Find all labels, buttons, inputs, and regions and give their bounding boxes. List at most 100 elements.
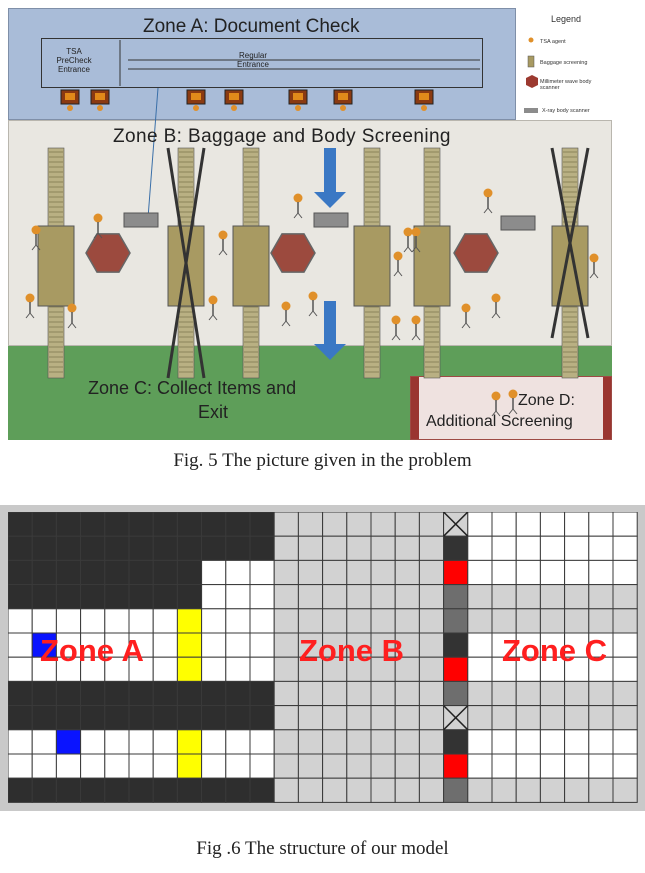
grid-cell [297, 705, 324, 731]
grid-cell [55, 705, 82, 731]
grid-cell [515, 512, 541, 537]
grid-cell [370, 512, 396, 537]
grid-cell [588, 753, 614, 779]
grid-cell [273, 608, 299, 634]
grid-cell [418, 535, 445, 561]
grid-cell [322, 608, 348, 634]
grid-cell [225, 512, 251, 537]
grid-cell [104, 632, 130, 658]
tsa-agent-leg [25, 312, 31, 319]
grid-cell [80, 632, 106, 658]
tsa-agent-icon [411, 315, 421, 325]
zone-d-right-wall [603, 377, 611, 439]
grid-cell [201, 632, 227, 658]
grid-cell [176, 632, 203, 658]
grid-cell [249, 535, 275, 561]
legend-millimeter-icon [526, 75, 538, 88]
grid-cell [273, 777, 299, 803]
grid-cell [322, 632, 348, 658]
grid-cell [176, 608, 203, 634]
grid-cell [346, 705, 372, 731]
grid-cell [418, 559, 445, 586]
zone-a-title: Zone A: Document Check [143, 16, 360, 37]
grid-cell [588, 512, 614, 537]
baggage-scanner-box [37, 225, 75, 307]
grid-cell [346, 729, 372, 755]
zone-a-label: Zone A [40, 633, 144, 668]
grid-cell [176, 512, 203, 537]
tsa-agent-leg [71, 322, 77, 329]
grid-cell [322, 512, 348, 537]
legend-item-millimeter: Millimeter wave body scanner [540, 79, 592, 91]
grid-cell [152, 584, 178, 610]
grid-cell [176, 705, 203, 731]
grid-cell [467, 584, 493, 610]
grid-cell [564, 535, 590, 561]
grid-cell [418, 777, 445, 803]
grid-cell [152, 559, 178, 586]
tsa-agent-leg [512, 408, 518, 415]
grid-cell [491, 512, 517, 537]
grid-cell [394, 512, 420, 537]
grid-cell [612, 705, 638, 731]
fig5-caption: Fig. 5 The picture given in the problem [173, 450, 472, 471]
tsa-agent-icon [483, 188, 493, 198]
tsa-agent-icon [295, 105, 301, 111]
tsa-agent-leg [222, 249, 228, 256]
grid-cell [128, 680, 154, 707]
grid-cell [322, 680, 348, 707]
grid-cell [80, 608, 106, 634]
grid-cell [564, 608, 590, 634]
grid-cell [491, 632, 517, 658]
tsa-precheck-line2: PreCheck [56, 56, 92, 65]
grid-cell [8, 777, 33, 803]
model-grid [8, 512, 638, 803]
zone-c-title-line1: Zone C: Collect Items and [88, 378, 297, 398]
grid-cell [612, 753, 638, 779]
grid-cell [612, 777, 638, 803]
tsa-agent-leg [407, 246, 413, 253]
tsa-agent-icon [308, 291, 318, 301]
grid-cell [128, 777, 154, 803]
grid-cell [80, 559, 106, 586]
grid-cell [418, 608, 445, 634]
grid-cell [297, 559, 324, 586]
grid-cell [80, 535, 106, 561]
grid-cell [346, 632, 372, 658]
grid-cell [152, 680, 178, 707]
connector-line [147, 87, 159, 219]
grid-cell [322, 584, 348, 610]
grid-cell [31, 777, 57, 803]
grid-cell [467, 705, 493, 731]
xray-body-scanner [123, 212, 159, 228]
grid-cell [225, 729, 251, 755]
tsa-agent-leg [35, 244, 41, 251]
grid-cell [467, 777, 493, 803]
grid-cell [443, 559, 469, 586]
grid-cell [443, 608, 469, 634]
grid-cell [491, 559, 517, 586]
grid-cell [273, 632, 299, 658]
grid-cell [564, 753, 590, 779]
grid-cell [394, 535, 420, 561]
grid-cell [152, 656, 178, 682]
grid-cell [176, 656, 203, 682]
grid-cell [394, 705, 420, 731]
grid-cell [370, 535, 396, 561]
grid-cell [539, 656, 566, 682]
grid-cell [80, 705, 106, 731]
grid-cell [491, 753, 517, 779]
grid-cell [394, 608, 420, 634]
grid-cell [31, 512, 57, 537]
zone-d-title-line1: Zone D: [518, 392, 575, 409]
grid-cell [201, 512, 227, 537]
legend-baggage-icon [527, 55, 535, 68]
grid-cell [128, 559, 154, 586]
tsa-agent-leg [415, 246, 421, 253]
tsa-agent-leg [508, 408, 514, 415]
grid-cell [8, 705, 33, 731]
grid-cell [612, 680, 638, 707]
flow-arrow-shaft [324, 301, 336, 346]
grid-cell [394, 559, 420, 586]
grid-cell [467, 535, 493, 561]
